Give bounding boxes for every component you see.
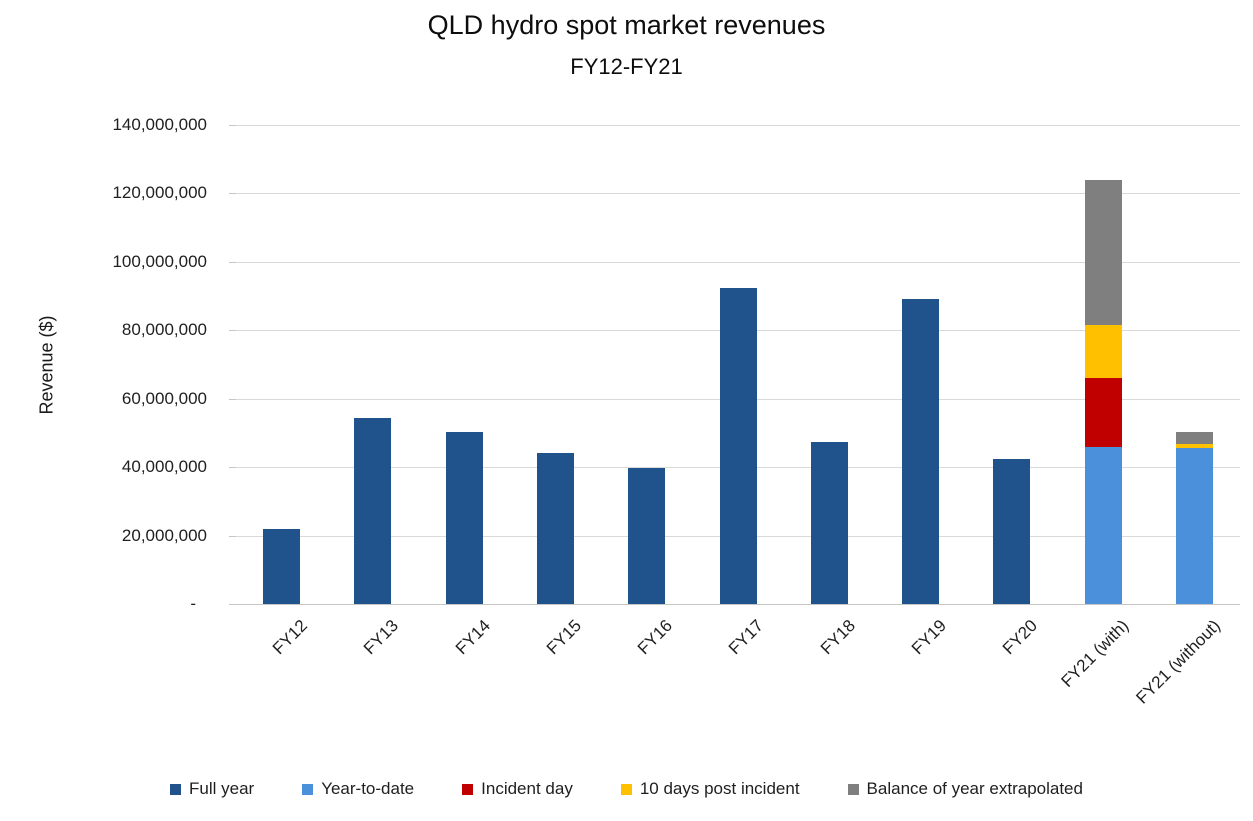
y-axis-tick [229,193,236,195]
legend: Full year Year-to-date Incident day 10 days… [0,779,1253,799]
chart-title: QLD hydro spot market revenues [427,10,826,40]
chart-subtitle: FY12-FY21 [570,54,683,79]
x-axis-label-fy16: FY16 [633,616,677,659]
y-axis-tick [229,535,236,537]
legend-swatch-full-year [170,783,182,795]
bar-segment-full-year-fy12 [263,528,301,604]
gridline [236,125,1240,126]
bar-segment-full-year-fy17 [719,287,757,604]
x-axis-label-fy21-with: FY21 (with) [1057,616,1133,691]
y-axis-tick-label: - [190,594,196,613]
bar-segment-10-days-post-incident-fy21-without [1175,443,1213,448]
legend-swatch-incident-day [462,783,474,795]
legend-label: Full year [189,779,255,798]
legend-item-incident-day: Incident day [462,779,573,799]
bar-segment-10-days-post-incident-fy21-with [1084,325,1122,379]
plot-area [236,125,1240,605]
bar-segment-balance-of-year-extrapolated-fy21-with [1084,179,1122,326]
legend-label: Year-to-date [321,779,415,798]
y-axis-tick-label: 120,000,000 [112,183,207,203]
x-axis-label-fy14: FY14 [451,616,494,659]
legend-label: Balance of year extrapolated [866,779,1083,798]
gridline [236,261,1240,263]
x-axis-label-fy21-without: FY21 (without) [1132,616,1224,708]
y-axis-tick [229,467,236,469]
x-axis-label-fy15: FY15 [542,616,585,659]
bar-segment-full-year-fy20 [993,459,1031,604]
legend-label: 10 days post incident [639,779,800,798]
bar-segment-full-year-fy18 [810,441,848,604]
bar-segment-full-year-fy16 [628,467,666,604]
legend-label: Incident day [481,779,573,798]
y-axis-tick [229,261,236,263]
legend-swatch-10-days-post-incident [620,783,632,795]
y-axis-tick [229,398,236,400]
legend-swatch-year-to-date [302,783,314,795]
y-axis-tick [229,330,236,332]
x-axis-label-fy12: FY12 [268,616,312,659]
gridline [236,193,1240,195]
y-axis-tick [229,604,236,605]
y-axis-tick-label: 60,000,000 [121,388,207,408]
legend-item-balance-of-year-extrapolated: Balance of year extrapolated [847,779,1083,799]
x-axis-label-fy17: FY17 [725,616,768,659]
y-axis-tick-label: 40,000,000 [121,457,207,477]
y-axis-tick-label: 20,000,000 [121,525,207,545]
x-axis-label-fy13: FY13 [360,616,403,659]
y-axis-tick [229,125,236,126]
x-axis-label-fy18: FY18 [816,616,859,659]
x-axis-label-fy20: FY20 [999,616,1042,659]
y-axis-tick-label: 80,000,000 [121,320,207,340]
y-axis-tick-label: 140,000,000 [112,115,207,134]
legend-swatch-balance-of-year-extrapolated [847,783,859,795]
bar-segment-full-year-fy15 [536,452,574,604]
x-axis-label-fy19: FY19 [907,616,950,659]
legend-item-10-days-post-incident: 10 days post incident [620,779,800,799]
bar-segment-full-year-fy13 [354,417,392,604]
legend-item-year-to-date: Year-to-date [302,779,414,799]
bar-segment-incident-day-fy21-with [1084,378,1122,447]
bar-segment-full-year-fy14 [445,431,483,604]
bar-segment-balance-of-year-extrapolated-fy21-without [1175,431,1213,444]
bar-segment-year-to-date-fy21-with [1084,446,1122,604]
bar-segment-full-year-fy19 [902,299,940,604]
legend-item-full-year: Full year [170,779,254,799]
bar-segment-year-to-date-fy21-without [1175,447,1213,604]
y-axis-tick-label: 100,000,000 [112,251,207,271]
